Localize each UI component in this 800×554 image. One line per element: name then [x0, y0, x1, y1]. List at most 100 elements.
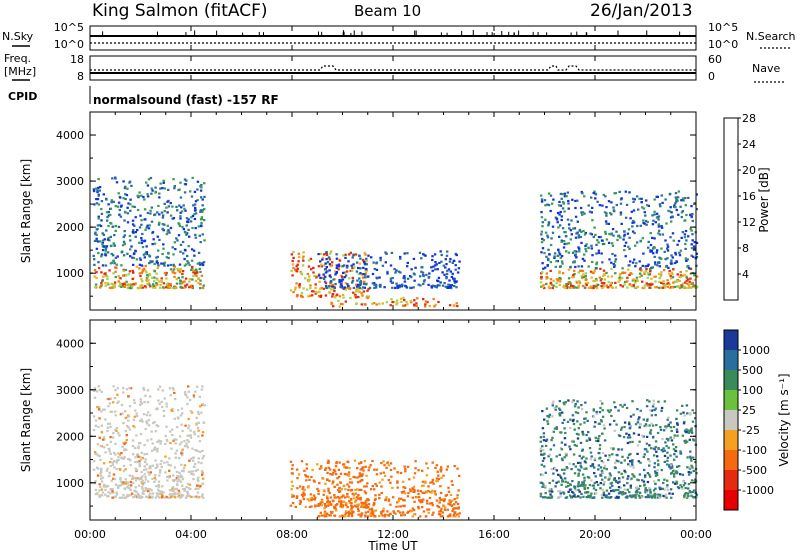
echo-cell [117, 192, 120, 195]
echo-cell [169, 214, 173, 217]
echo-cell [592, 235, 595, 239]
echo-cell [119, 215, 123, 218]
echo-cell [412, 488, 415, 491]
echo-cell [685, 428, 688, 431]
echo-cell [350, 505, 353, 508]
echo-cell [92, 415, 96, 418]
echo-cell [98, 495, 101, 498]
echo-cell [197, 277, 200, 281]
echo-cell [579, 206, 583, 210]
echo-cell [599, 487, 602, 490]
echo-cell [396, 299, 399, 302]
echo-cell [647, 204, 650, 207]
echo-cell [380, 461, 383, 465]
echo-cell [122, 197, 125, 200]
echo-cell [290, 253, 294, 256]
echo-cell [179, 181, 182, 184]
echo-cell [542, 496, 545, 499]
echo-cell [316, 487, 319, 490]
echo-cell [650, 249, 654, 252]
echo-cell [113, 466, 116, 469]
echo-cell [652, 480, 656, 483]
echo-cell [199, 185, 202, 188]
echo-cell [335, 253, 338, 256]
echo-cell [681, 434, 685, 437]
echo-cell [592, 272, 595, 275]
echo-cell [664, 239, 667, 242]
echo-cell [341, 265, 345, 268]
echo-cell [308, 275, 311, 278]
echo-cell [319, 276, 322, 280]
echo-cell [637, 487, 640, 490]
echo-cell [317, 265, 321, 268]
echo-cell [617, 460, 620, 463]
echo-cell [193, 217, 197, 221]
echo-cell [197, 435, 200, 438]
echo-cell [441, 498, 444, 501]
echo-cell [647, 273, 650, 276]
echo-cell [329, 288, 333, 291]
echo-cell [448, 503, 452, 506]
echo-cell [400, 497, 403, 500]
echo-cell [412, 257, 416, 260]
echo-cell [385, 301, 389, 304]
echo-cell [130, 283, 134, 287]
echo-cell [95, 237, 98, 240]
echo-cell [690, 494, 693, 497]
echo-cell [195, 484, 199, 487]
echo-cell [341, 504, 345, 507]
echo-cell [99, 224, 103, 228]
echo-cell [689, 214, 692, 217]
echo-cell [547, 204, 551, 207]
echo-cell [597, 464, 601, 467]
echo-cell [386, 270, 389, 273]
echo-cell [133, 489, 136, 492]
echo-cell [601, 402, 604, 405]
echo-cell [592, 415, 596, 418]
echo-cell [356, 476, 359, 479]
echo-cell [348, 277, 351, 280]
echo-cell [163, 397, 166, 400]
echo-cell [620, 197, 623, 200]
colorbar-tick-label: 28 [742, 112, 756, 125]
echo-cell [162, 229, 165, 232]
echo-cell [133, 205, 136, 208]
echo-cell [600, 474, 603, 477]
echo-cell [695, 241, 699, 244]
echo-cell [667, 446, 670, 449]
echo-cell [421, 266, 424, 269]
echo-cell [161, 216, 165, 219]
echo-cell [319, 502, 322, 505]
echo-cell [348, 501, 352, 504]
echo-cell [107, 422, 110, 425]
echo-cell [156, 425, 160, 428]
echo-cell [554, 485, 557, 488]
echo-cell [670, 254, 673, 257]
echo-cell [680, 486, 684, 489]
echo-cell [400, 514, 403, 517]
echo-cell [542, 435, 546, 438]
echo-cell [301, 296, 304, 299]
echo-cell [361, 294, 364, 297]
echo-cell [146, 224, 149, 227]
echo-cell [563, 403, 566, 406]
echo-cell [641, 479, 644, 482]
echo-cell [657, 261, 660, 264]
echo-cell [634, 281, 637, 284]
echo-cell [694, 286, 697, 289]
echo-cell [572, 227, 575, 230]
echo-cell [402, 304, 405, 308]
echo-cell [580, 265, 584, 268]
echo-cell [614, 496, 617, 499]
echo-cell [306, 498, 309, 501]
echo-cell [643, 271, 646, 274]
echo-cell [423, 491, 426, 495]
echo-cell [193, 254, 196, 257]
echo-cell [620, 277, 624, 280]
echo-cell [118, 453, 121, 456]
colorbar-swatch [724, 430, 738, 451]
echo-cell [382, 460, 385, 463]
echo-cell [324, 282, 328, 285]
echo-cell [687, 278, 690, 281]
echo-cell [631, 459, 634, 462]
